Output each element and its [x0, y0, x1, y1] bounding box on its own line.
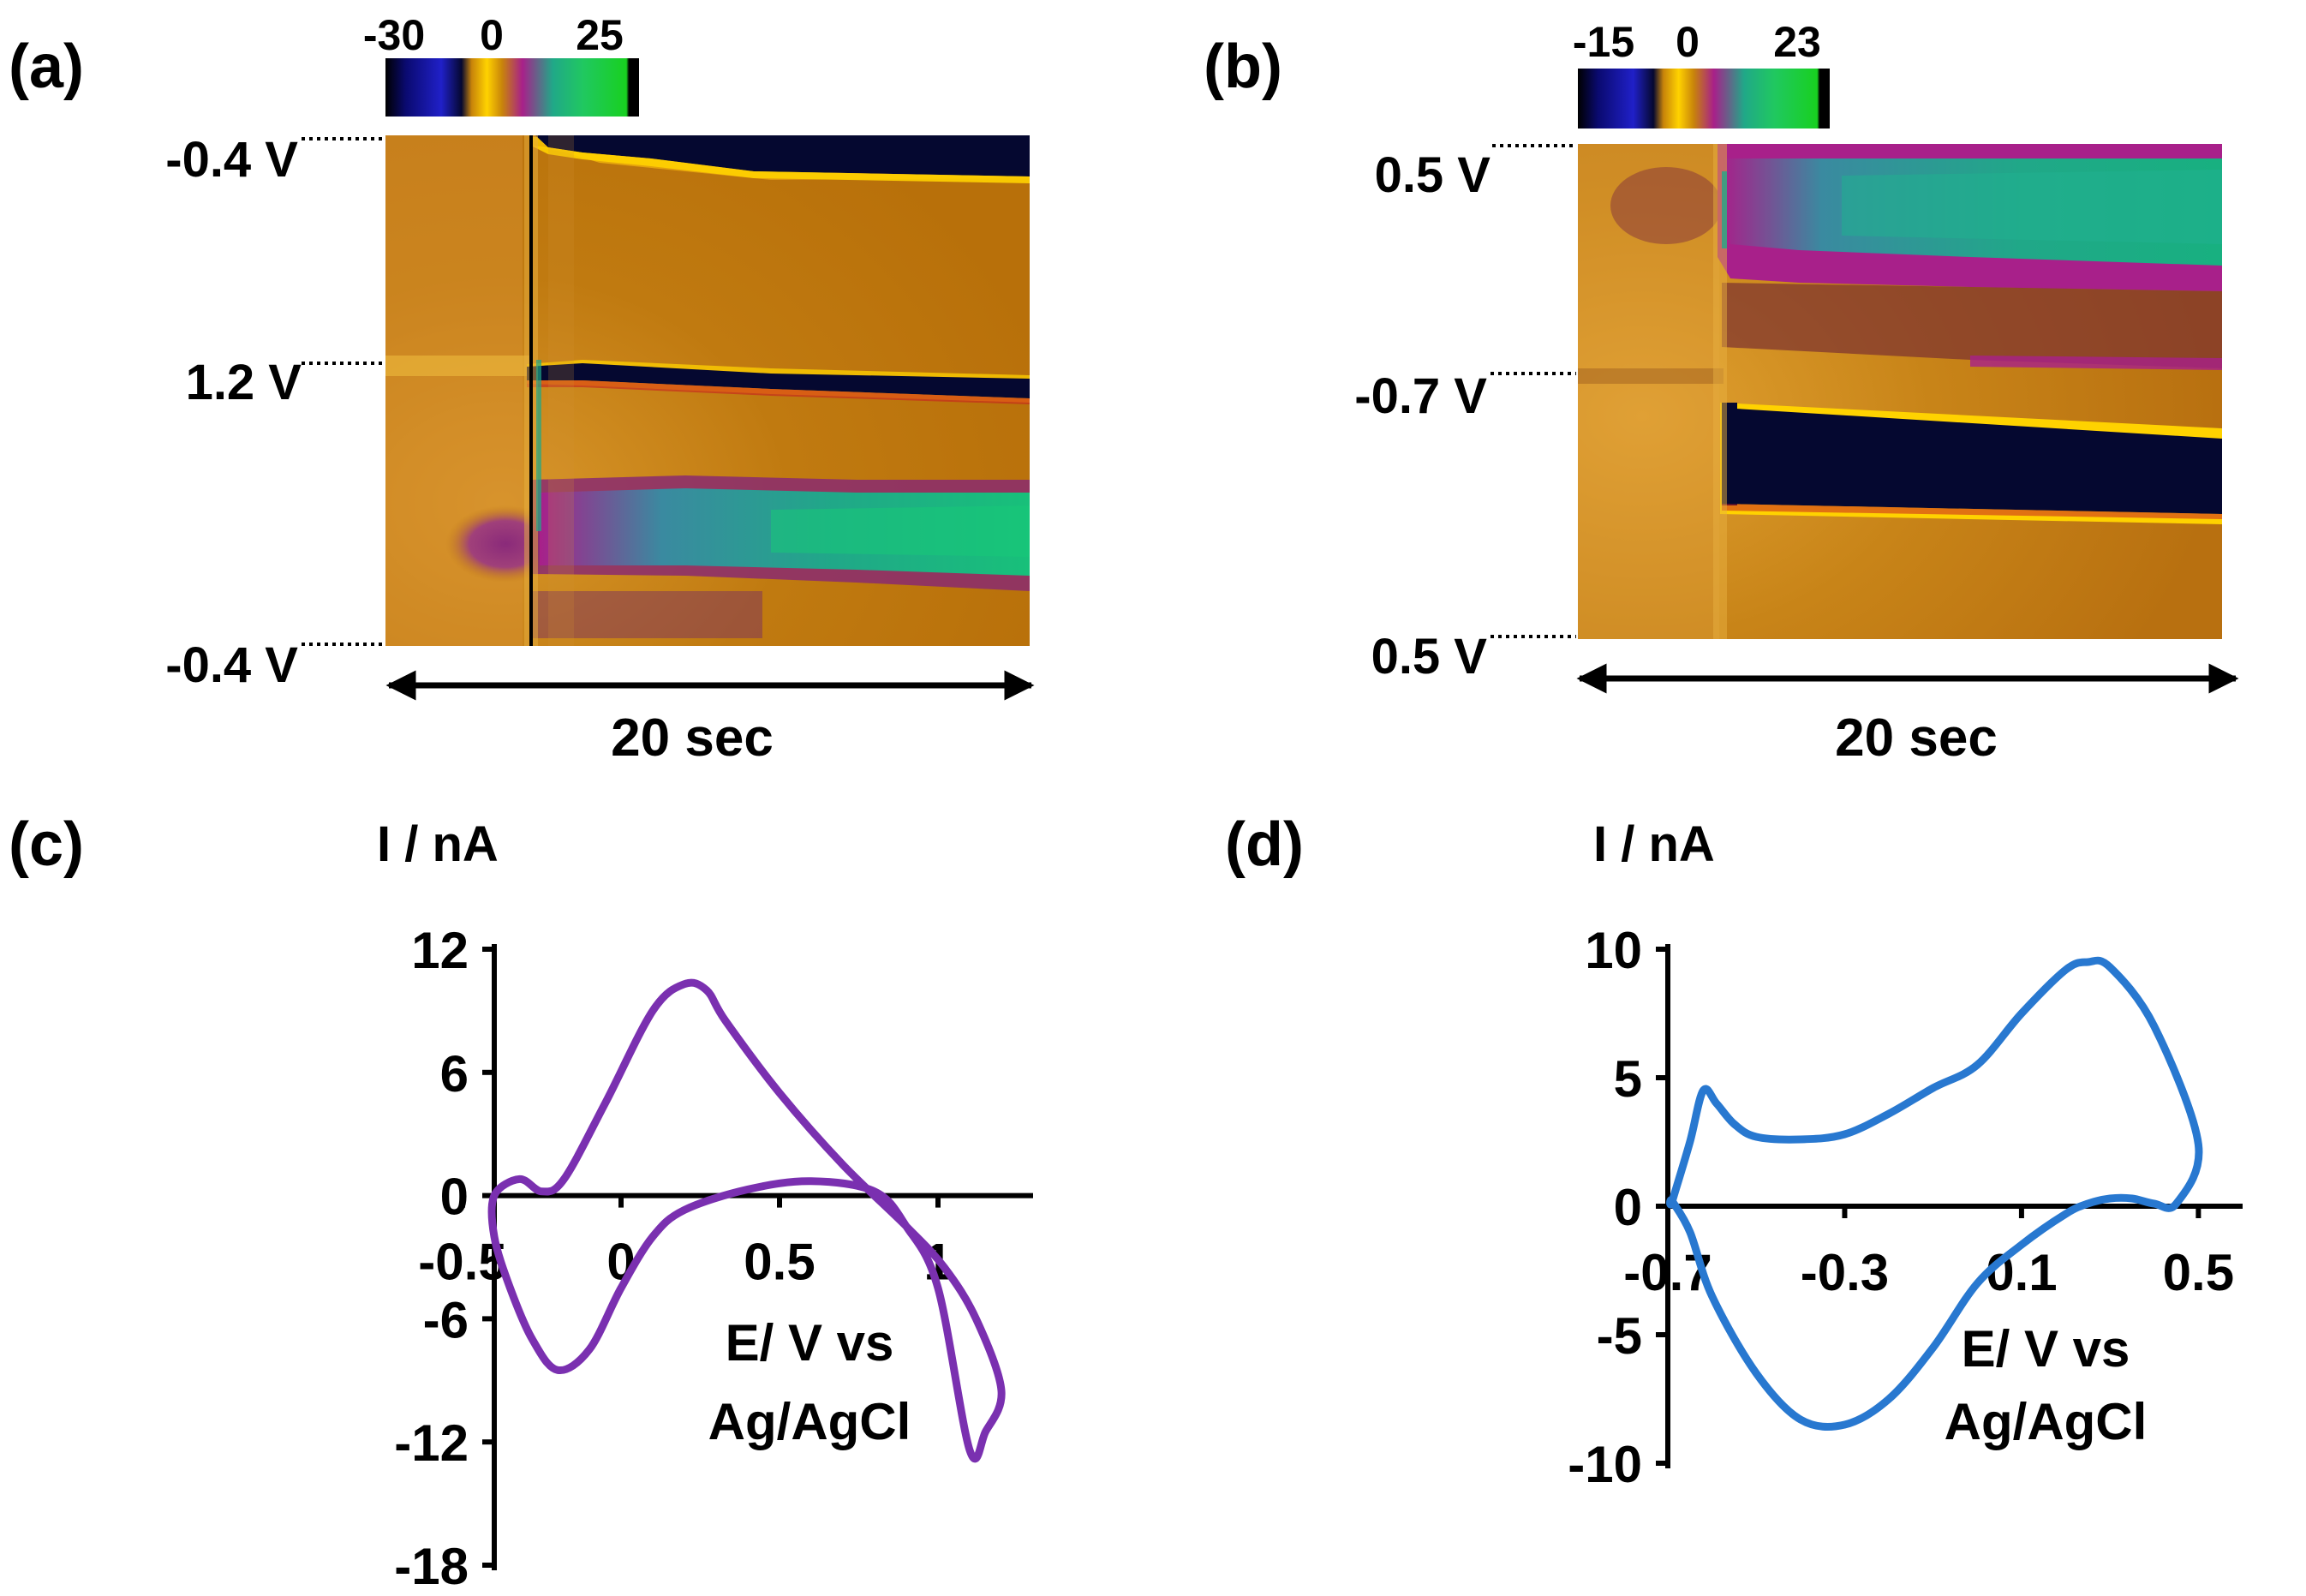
color-plot-a	[385, 135, 1030, 646]
cv-chart-d-ytick-label: -10	[1568, 1436, 1642, 1493]
color-plot-a-axis: -0.4 V 1.2 V -0.4 V 20 sec	[165, 132, 1035, 768]
color-plot-b-dark-band	[1722, 408, 2222, 514]
cv-chart-c-ylabel: I / nA	[377, 816, 499, 872]
cv-chart-c-ytick-label: 12	[411, 922, 469, 979]
cv-chart-d-series-line	[1666, 956, 2203, 1431]
cv-chart-d-xtick-label: 0.5	[2163, 1244, 2234, 1301]
color-plot-a-label-bottom: -0.4 V	[165, 637, 298, 693]
cv-chart-d-xlabel-line1: E/ V vs	[1962, 1320, 2130, 1378]
color-plot-a-time-label: 20 sec	[611, 708, 774, 768]
panel-label-c: (c)	[9, 810, 84, 879]
colorbar-b-mid: 0	[1676, 18, 1700, 66]
color-plot-a-top-band	[535, 135, 1030, 176]
panel-label-a: (a)	[9, 33, 84, 101]
cv-chart-d-xlabel-line2: Ag/AgCl	[1945, 1393, 2148, 1450]
colorbar-b-max: 23	[1773, 18, 1821, 66]
cv-chart-c-series-line	[487, 978, 1006, 1463]
cv-chart-c-ytick-label: -18	[394, 1538, 469, 1595]
cv-chart-d-ylabel: I / nA	[1593, 816, 1715, 872]
colorbar-b: -15 0 23	[1573, 18, 1830, 129]
cv-chart-c-xtick-label: 0.5	[744, 1234, 815, 1291]
color-plot-a-middle-band	[527, 363, 1030, 398]
colorbar-a: -30 0 25	[363, 11, 639, 117]
cv-chart-d-ytick-label: 10	[1585, 922, 1642, 979]
colorbar-a-min: -30	[363, 11, 425, 59]
color-plot-b-label-mid: -0.7 V	[1354, 368, 1487, 424]
cv-chart-d-xtick-label: 0.1	[1986, 1244, 2057, 1301]
panel-label-b: (b)	[1204, 33, 1282, 101]
cv-chart-d-ytick-label: -5	[1597, 1307, 1642, 1365]
cv-chart-c-xlabel-line1: E/ V vs	[726, 1314, 894, 1372]
color-plot-b-label-top: 0.5 V	[1375, 147, 1491, 203]
cv-chart-d-xtick-label: -0.3	[1801, 1244, 1889, 1301]
panel-label-d: (d)	[1225, 810, 1304, 879]
color-plot-a-switch-line	[529, 135, 533, 646]
cv-chart-c-ytick-label: 6	[440, 1045, 469, 1103]
cv-chart-d-ytick-label: 5	[1614, 1050, 1642, 1108]
color-plot-a-label-mid: 1.2 V	[186, 355, 302, 410]
color-plot-b	[1578, 144, 2222, 639]
color-plot-a-label-top: -0.4 V	[165, 132, 298, 188]
color-plot-b-axis: 0.5 V -0.7 V 0.5 V 20 sec	[1354, 144, 2239, 768]
colorbar-a-mid: 0	[480, 11, 504, 59]
cv-chart-d-ytick-label: 0	[1614, 1179, 1642, 1236]
cv-chart-c-ytick-label: -12	[394, 1414, 469, 1472]
cv-chart-c-ytick-label: -6	[423, 1291, 469, 1348]
cv-chart-c-xlabel-line2: Ag/AgCl	[708, 1393, 911, 1450]
color-plot-b-label-bottom: 0.5 V	[1371, 629, 1488, 684]
colorbar-a-gradient	[385, 58, 639, 117]
colorbar-a-max: 25	[576, 11, 624, 59]
colorbar-b-min: -15	[1573, 18, 1634, 66]
color-plot-b-time-label: 20 sec	[1835, 708, 1998, 768]
colorbar-b-gradient	[1578, 69, 1830, 129]
